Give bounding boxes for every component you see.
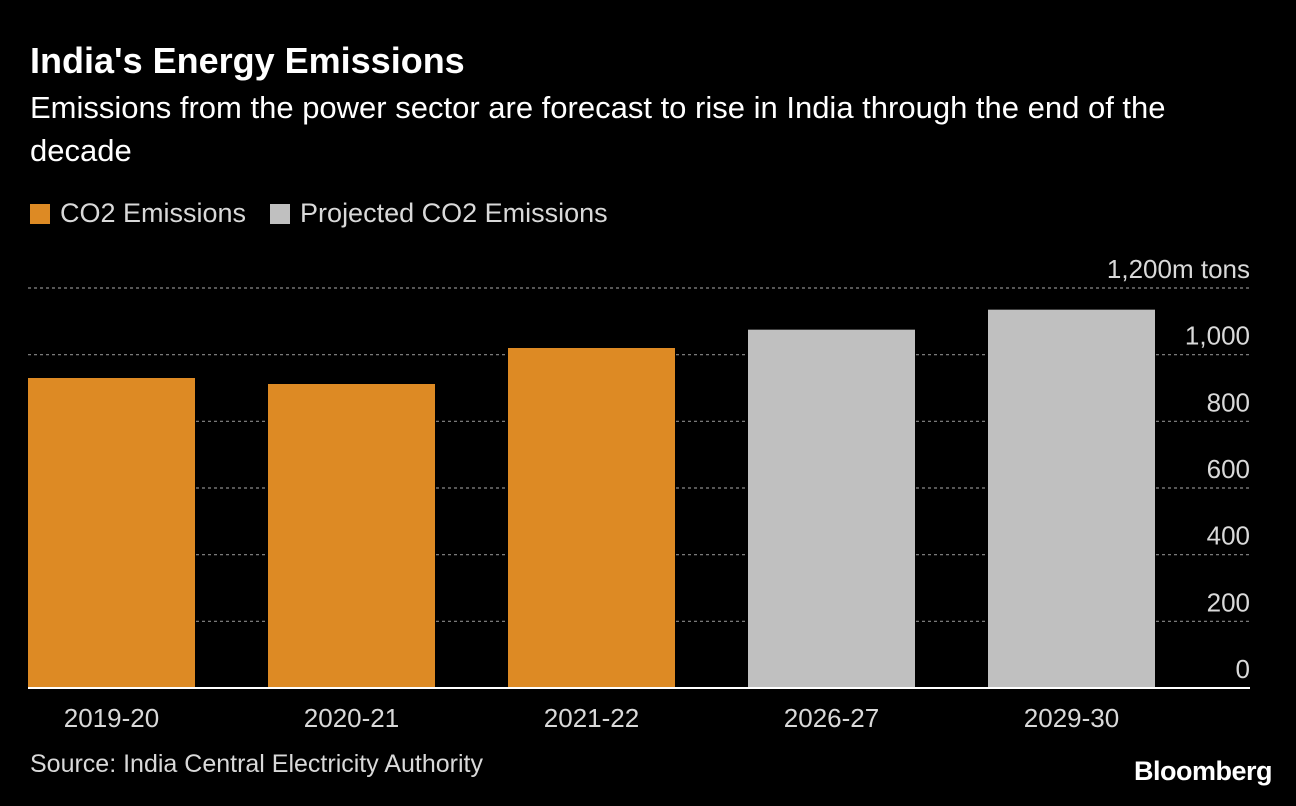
y-tick-label: 800 [1207,387,1250,417]
bar-2021-22 [508,348,675,688]
legend-item-co2: CO2 Emissions [30,198,246,229]
y-tick-label: 0 [1236,654,1250,684]
y-tick-label: 1,200m tons [1107,254,1250,284]
x-tick-label: 2029-30 [1024,703,1119,733]
x-tick-label: 2019-20 [64,703,159,733]
legend-label-co2: CO2 Emissions [60,198,247,228]
x-tick-label: 2026-27 [784,703,879,733]
bloomberg-logo: Bloomberg [1133,756,1273,786]
bar-2026-27 [748,329,915,688]
bar-2020-21 [268,384,435,688]
chart-subtitle: Emissions from the power sector are fore… [30,90,1166,168]
x-tick-label: 2021-22 [544,703,639,733]
legend-swatch-co2 [30,203,50,224]
y-tick-label: 600 [1207,454,1250,484]
y-tick-label: 1,000 [1185,321,1250,351]
legend-label-projected: Projected CO2 Emissions [300,198,608,228]
x-tick-label: 2020-21 [304,703,399,733]
bar-2019-20 [28,378,195,688]
legend-item-projected: Projected CO2 Emissions [270,198,608,229]
y-tick-label: 400 [1207,521,1250,551]
legend-swatch-projected [270,203,291,224]
source-note: Source: India Central Electricity Author… [30,750,483,778]
y-tick-label: 200 [1207,587,1250,617]
bar-2029-30 [988,309,1155,688]
chart-title: India's Energy Emissions [30,40,465,81]
legend: CO2 Emissions Projected CO2 Emissions [30,198,632,229]
